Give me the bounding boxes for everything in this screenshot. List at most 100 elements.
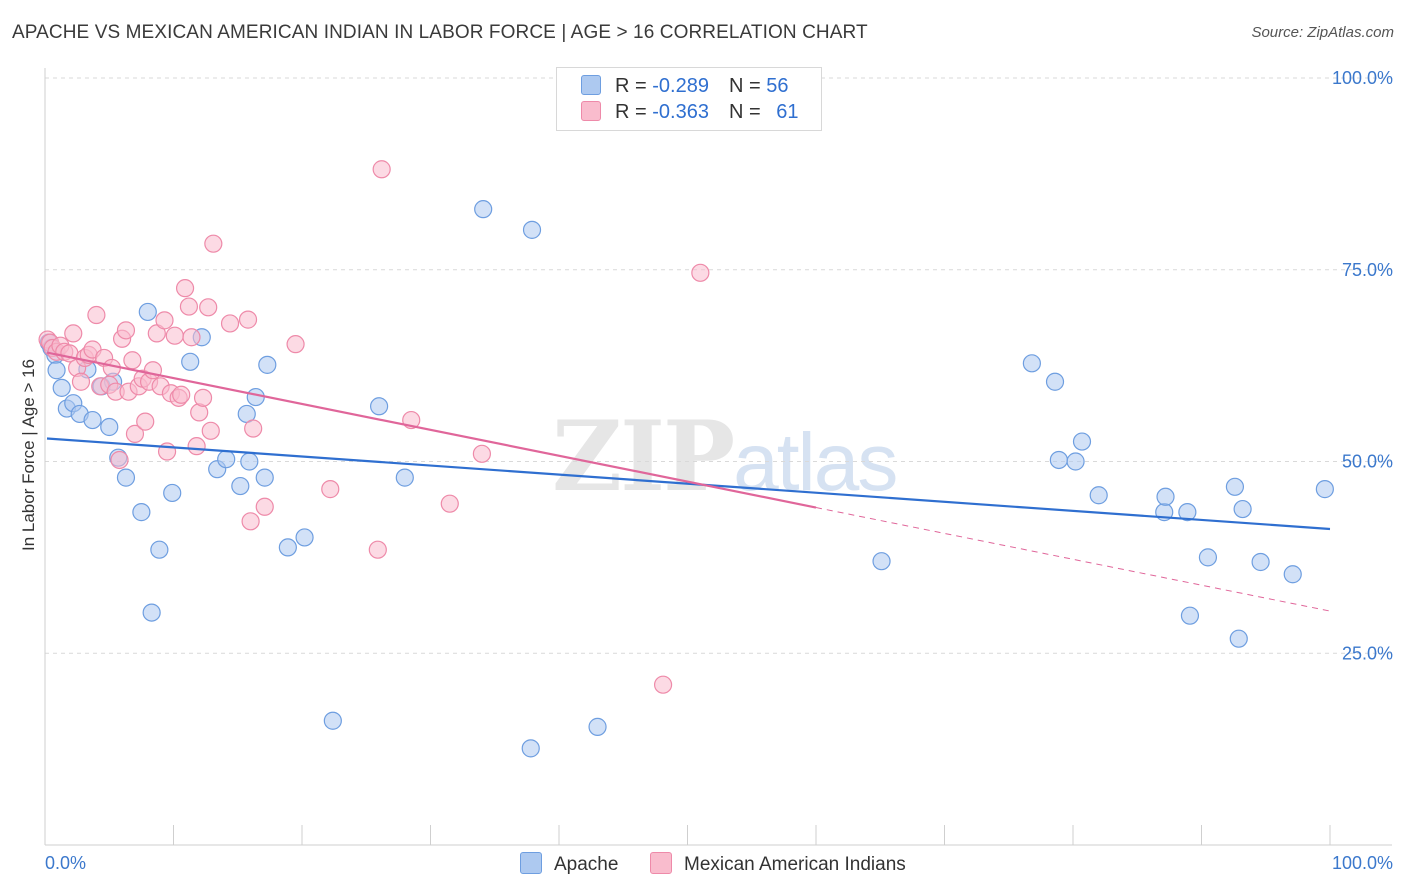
mexican-point — [110, 450, 129, 470]
mexican-point — [255, 497, 274, 516]
apache-swatch — [581, 75, 601, 95]
legend-label-apache: Apache — [554, 854, 619, 875]
apache-point — [278, 538, 297, 557]
mexican-point — [182, 328, 201, 347]
stats-row-apache: R = -0.289 N = 56 — [581, 75, 788, 101]
apache-point — [1229, 629, 1248, 648]
n-label: N = — [728, 75, 767, 97]
apache-point — [370, 397, 389, 416]
apache-point — [395, 468, 414, 487]
apache-point — [258, 355, 277, 374]
mexican-point — [440, 494, 459, 513]
mexican-point — [653, 675, 673, 694]
mexican-point — [179, 297, 199, 316]
legend-item-apache[interactable]: Apache — [520, 852, 618, 876]
apache-point — [116, 468, 136, 487]
mexican-point — [175, 279, 195, 298]
mexican-point — [64, 324, 83, 343]
mexican-point — [172, 385, 191, 404]
mexican-point — [244, 419, 263, 438]
apache-point — [231, 476, 250, 496]
data-points — [38, 160, 1334, 758]
apache-point — [323, 711, 342, 730]
apache-point — [588, 717, 607, 736]
apache-point — [138, 302, 157, 322]
mexican-point — [241, 512, 260, 531]
n-label: N = — [728, 101, 767, 123]
mexican-point — [155, 311, 174, 330]
apache-point — [1233, 499, 1252, 519]
mexican-point — [286, 335, 305, 354]
mexican-point — [204, 234, 223, 253]
r-value-mexican: -0.363 — [652, 101, 709, 123]
y-axis-label: In Labor Force | Age > 16 — [19, 358, 38, 552]
mexican-point — [368, 540, 387, 559]
apache-point — [474, 200, 493, 219]
apache-point — [1089, 486, 1108, 505]
apache-point — [142, 603, 161, 622]
apache-point — [217, 450, 236, 469]
apache-point — [1049, 450, 1068, 470]
apache-point — [1072, 432, 1092, 451]
mexican-point — [123, 351, 142, 370]
source-credit: Source: ZipAtlas.com — [1251, 24, 1394, 41]
legend-label-mexican: Mexican American Indians — [684, 854, 906, 875]
mexican-point — [136, 412, 155, 431]
apache-point — [52, 378, 71, 397]
mexican-point — [472, 444, 491, 463]
mexican-legend-swatch — [650, 852, 672, 874]
grid-lines — [45, 77, 1392, 654]
y-tick-label: 50.0% — [1342, 452, 1393, 472]
watermark-zip: ZIP — [552, 400, 735, 513]
apache-point — [181, 352, 200, 371]
mexican-point — [238, 310, 258, 329]
stats-legend: R = -0.289 N = 56 R = -0.363 N = 61 — [556, 67, 822, 131]
watermark: ZIPatlas — [552, 400, 898, 513]
apache-point — [255, 468, 274, 487]
mexican-point — [199, 298, 218, 317]
y-tick-label: 100.0% — [1332, 68, 1393, 88]
apache-point — [1180, 606, 1200, 625]
mexican-trend-line — [46, 351, 817, 509]
apache-point — [1225, 477, 1245, 496]
apache-point — [522, 220, 542, 239]
apache-point — [1251, 552, 1270, 572]
mexican-point — [220, 314, 240, 333]
mexican-point — [125, 424, 145, 443]
chart-title: APACHE VS MEXICAN AMERICAN INDIAN IN LAB… — [12, 22, 868, 43]
apache-point — [1022, 354, 1041, 373]
r-value-apache: -0.289 — [652, 75, 709, 97]
apache-point — [1156, 487, 1175, 506]
apache-legend-swatch — [520, 852, 542, 874]
mexican-point — [691, 263, 710, 282]
apache-point — [521, 739, 540, 758]
n-value-apache: 56 — [766, 75, 789, 97]
x-tick-label: 0.0% — [45, 853, 86, 873]
mexican-swatch — [581, 101, 601, 121]
apache-point — [1045, 372, 1065, 391]
apache-point — [163, 483, 182, 503]
apache-point — [240, 452, 259, 471]
mexican-point — [321, 480, 340, 499]
axes — [44, 68, 1392, 846]
apache-trend-line — [46, 437, 1331, 531]
r-label: R = — [615, 75, 653, 97]
y-tick-label: 75.0% — [1342, 260, 1393, 280]
tick-labels: 25.0% 50.0% 75.0% 100.0% 0.0% 100.0% — [45, 68, 1393, 873]
mexican-point — [116, 321, 136, 340]
mexican-point — [87, 305, 106, 325]
mexican-point — [165, 326, 184, 345]
apache-point — [1315, 480, 1334, 499]
r-label: R = — [615, 101, 653, 123]
apache-point — [1066, 452, 1085, 471]
apache-point — [295, 528, 314, 547]
legend-item-mexican[interactable]: Mexican American Indians — [650, 852, 906, 876]
apache-point — [100, 417, 119, 437]
apache-point — [83, 410, 102, 430]
apache-point — [246, 387, 265, 407]
mexican-point — [187, 437, 206, 456]
mexican-point — [201, 421, 220, 440]
n-value-mexican: 61 — [776, 101, 799, 123]
mexican-point — [372, 160, 391, 179]
